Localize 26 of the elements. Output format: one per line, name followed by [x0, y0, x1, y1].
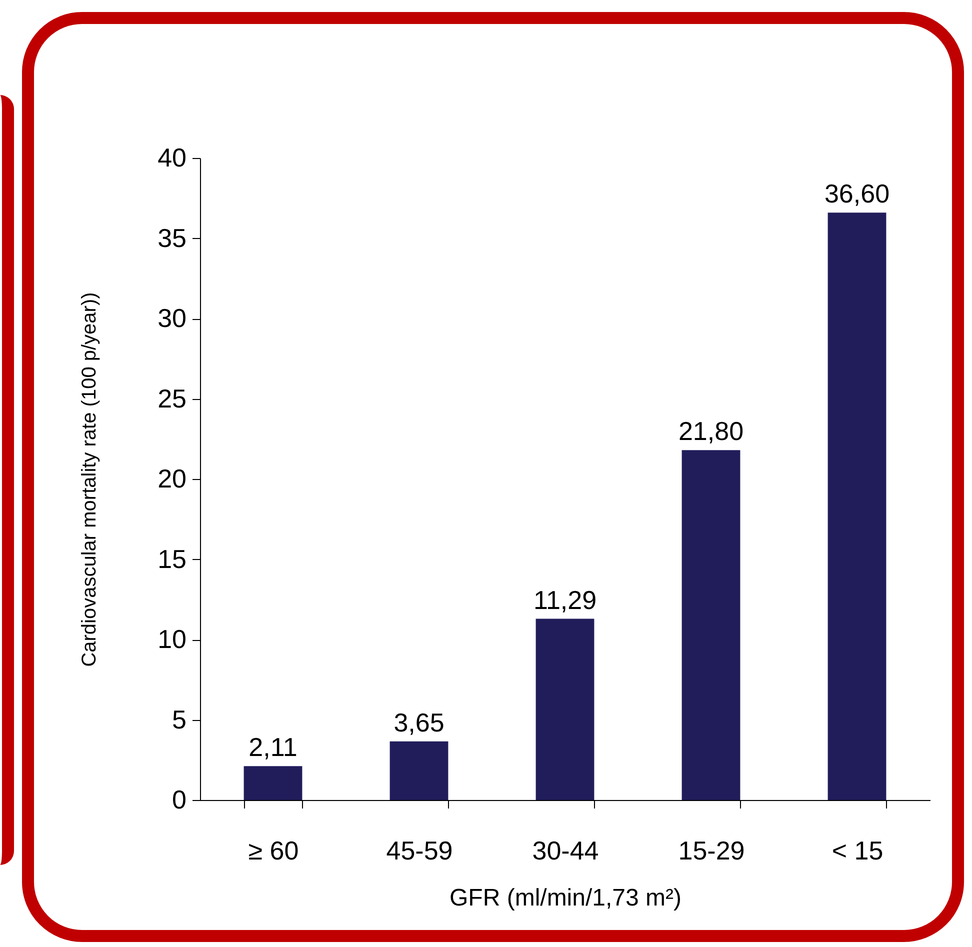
y-tick-label: 20 [158, 464, 186, 494]
data-label: 11,29 [533, 584, 597, 615]
data-label: 2,11 [248, 732, 298, 762]
data-label: 3,65 [394, 707, 444, 738]
x-tick-label: 15-29 [678, 836, 745, 866]
data-label: 36,60 [824, 178, 890, 209]
y-tick-label: 5 [172, 704, 186, 734]
y-tick-label: 25 [158, 383, 186, 414]
x-tick-label: 45-59 [386, 836, 453, 866]
x-tick-label: ≥ 60 [248, 836, 299, 866]
bar [536, 618, 594, 800]
y-tick-label: 40 [158, 142, 186, 172]
bar [390, 741, 448, 800]
x-tick-label: < 15 [832, 836, 884, 866]
data-label: 21,80 [678, 416, 744, 446]
y-tick-label: 35 [158, 222, 186, 253]
y-tick-label: 15 [158, 544, 186, 574]
y-tick-label: 30 [158, 303, 186, 333]
x-axis-title: GFR (ml/min/1,73 m²) [449, 884, 682, 912]
x-tick-label: 30-44 [532, 836, 599, 866]
y-axis-title: Cardiovascular mortality rate (100 p/year)) [78, 292, 101, 667]
y-tick-label: 0 [172, 784, 186, 814]
bar [244, 766, 302, 800]
bar [828, 212, 886, 800]
bar [682, 450, 740, 800]
y-tick-label: 10 [158, 624, 186, 654]
